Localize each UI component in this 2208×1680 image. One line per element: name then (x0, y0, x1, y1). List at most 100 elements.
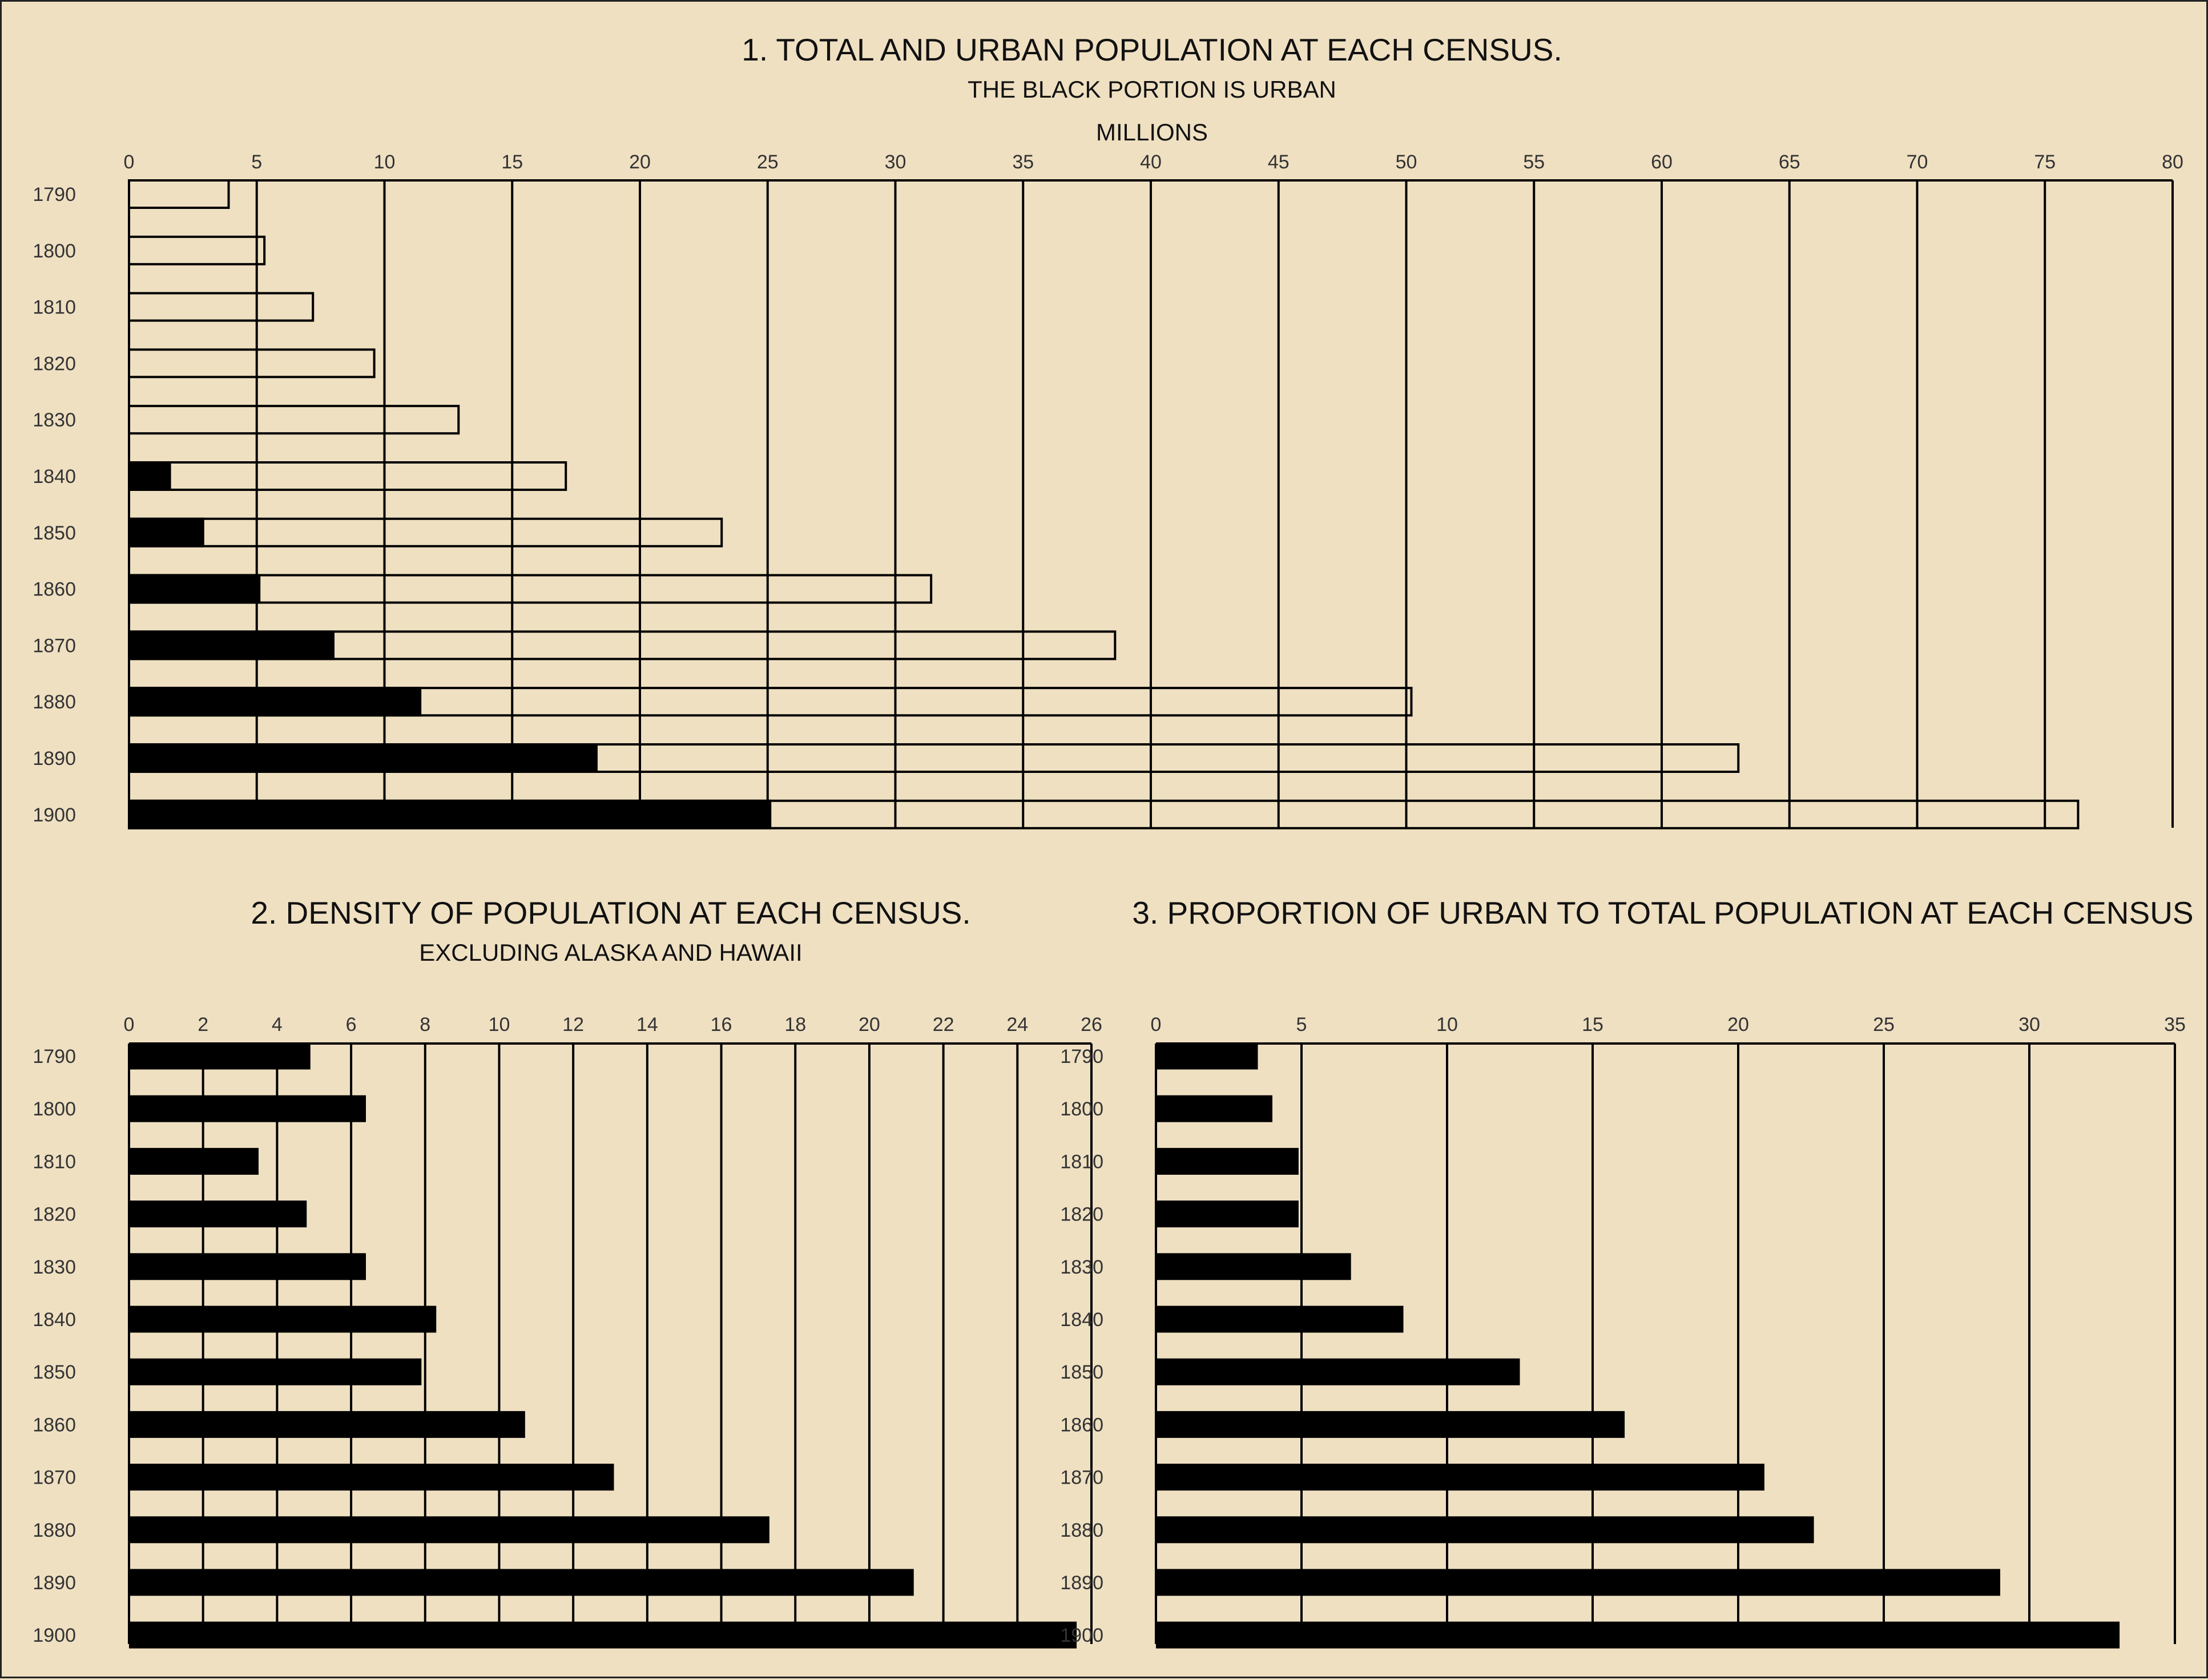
chart2-bar (129, 1621, 1077, 1649)
chart1-category-label: 1820 (33, 353, 76, 374)
chart3-bar (1156, 1095, 1272, 1122)
chart2-category-label: 1800 (33, 1098, 76, 1120)
urban-bar (128, 574, 261, 604)
chart3-category-label: 1850 (1060, 1361, 1103, 1383)
chart3-category-label: 1820 (1060, 1204, 1103, 1226)
chart2-bar (129, 1411, 525, 1438)
chart1-tick-label: 15 (501, 151, 523, 173)
chart2-subtitle: EXCLUDING ALASKA AND HAWAII (419, 939, 802, 966)
chart1-tick-label: 35 (1012, 151, 1034, 173)
chart1-category-label: 1880 (33, 691, 76, 713)
chart2-axis: 0 2 4 6 8 10 12 14 16 18 20 22 24 2617901800181018201… (33, 1014, 1102, 1646)
chart3-category-label: 1810 (1060, 1151, 1103, 1173)
chart2-bar (129, 1306, 437, 1333)
chart3-category-label: 1870 (1060, 1467, 1103, 1489)
chart1-tick-label: 60 (1651, 151, 1673, 173)
chart2-tick-label: 10 (489, 1014, 510, 1036)
chart2-category-label: 1790 (33, 1046, 76, 1067)
chart1-tick-label: 0 (124, 151, 135, 173)
total-bar (128, 461, 567, 491)
chart3-bar (1156, 1621, 2120, 1649)
chart3-category-label: 1790 (1060, 1046, 1103, 1067)
chart3-category-label: 1830 (1060, 1256, 1103, 1278)
total-bar (128, 292, 315, 322)
chart3-title: 3. PROPORTION OF URBAN TO TOTAL POPULATI… (1132, 895, 2193, 930)
chart3-tick-label: 35 (2164, 1014, 2186, 1036)
chart2-grid (128, 1044, 1093, 1644)
chart3-tick-label: 30 (2018, 1014, 2040, 1036)
chart2-category-label: 1840 (33, 1309, 76, 1331)
urban-bar (128, 517, 204, 547)
chart2-bar (129, 1147, 259, 1175)
urban-bar (128, 630, 335, 660)
chart1-category-label: 1900 (33, 804, 76, 826)
chart2-category-label: 1870 (33, 1467, 76, 1489)
chart1-category-label: 1840 (33, 466, 76, 488)
chart2-tick-label: 8 (420, 1014, 430, 1036)
total-bar (128, 517, 723, 547)
chart1-axis: 0 5 10 15 20 25 30 35 40 45 50 55 60 65 70 75 80 1790 1800… (33, 151, 2183, 826)
total-bar (128, 235, 266, 265)
chart3-tick-label: 10 (1436, 1014, 1458, 1036)
chart1-tick-label: 25 (757, 151, 779, 173)
chart3-axis: 0 5 10 15 20 25 30 35 1790 1800 1810 1820 1830 1840 18… (1060, 1014, 2186, 1646)
chart3-tick-label: 0 (1151, 1014, 1162, 1036)
chart2-tick-label: 16 (711, 1014, 732, 1036)
chart1-bars (128, 179, 2080, 829)
chart1-subtitle: THE BLACK PORTION IS URBAN (968, 76, 1336, 103)
chart1-category-label: 1870 (33, 635, 76, 656)
chart2-category-label: 1810 (33, 1151, 76, 1173)
chart1-tick-label: 65 (1779, 151, 1800, 173)
total-bar (128, 179, 230, 209)
urban-bar (128, 687, 422, 717)
chart-total-urban-population: 1. TOTAL AND URBAN POPULATION AT EACH CE… (33, 32, 2183, 829)
chart3-category-label: 1840 (1060, 1309, 1103, 1331)
chart-population-density: 2. DENSITY OF POPULATION AT EACH CENSUS.… (33, 895, 1102, 1649)
chart1-category-label: 1830 (33, 409, 76, 431)
chart3-tick-label: 20 (1727, 1014, 1749, 1036)
chart2-bar (129, 1464, 614, 1491)
chart2-category-label: 1830 (33, 1256, 76, 1278)
chart3-bar (1156, 1464, 1764, 1491)
chart1-category-label: 1860 (33, 579, 76, 601)
urban-bar (128, 461, 171, 491)
chart3-bar (1156, 1516, 1814, 1544)
chart2-bar (129, 1569, 914, 1596)
chart3-category-label: 1880 (1060, 1520, 1103, 1541)
chart1-tick-label: 40 (1140, 151, 1162, 173)
urban-bar (128, 799, 772, 829)
chart1-tick-label: 50 (1396, 151, 1417, 173)
chart1-tick-label: 20 (629, 151, 651, 173)
chart2-tick-label: 14 (636, 1014, 658, 1036)
chart1-title: 1. TOTAL AND URBAN POPULATION AT EACH CE… (742, 32, 1562, 67)
chart2-bar (129, 1042, 311, 1070)
chart3-category-label: 1860 (1060, 1414, 1103, 1436)
chart1-grid (128, 180, 2174, 828)
chart2-bar (129, 1516, 769, 1544)
chart2-bar (129, 1253, 366, 1280)
total-bar (128, 405, 460, 435)
chart1-category-label: 1790 (33, 184, 76, 206)
chart1-tick-label: 10 (374, 151, 396, 173)
chart2-bars (129, 1042, 1077, 1649)
chart2-category-label: 1820 (33, 1204, 76, 1226)
chart2-tick-label: 12 (562, 1014, 584, 1036)
chart2-tick-label: 20 (859, 1014, 880, 1036)
chart1-category-label: 1890 (33, 748, 76, 770)
chart3-category-label: 1900 (1060, 1625, 1103, 1646)
chart2-title: 2. DENSITY OF POPULATION AT EACH CENSUS. (251, 895, 970, 930)
chart1-category-label: 1810 (33, 297, 76, 319)
chart1-tick-label: 30 (885, 151, 906, 173)
chart2-tick-label: 0 (124, 1014, 135, 1036)
chart3-bar (1156, 1358, 1520, 1385)
chart1-tick-label: 55 (1523, 151, 1545, 173)
chart2-bar (129, 1358, 422, 1385)
chart2-category-label: 1850 (33, 1361, 76, 1383)
chart2-category-label: 1900 (33, 1625, 76, 1646)
chart2-tick-label: 2 (198, 1014, 208, 1036)
chart2-tick-label: 26 (1081, 1014, 1102, 1036)
chart3-category-label: 1800 (1060, 1098, 1103, 1120)
chart3-grid (1155, 1044, 2176, 1644)
